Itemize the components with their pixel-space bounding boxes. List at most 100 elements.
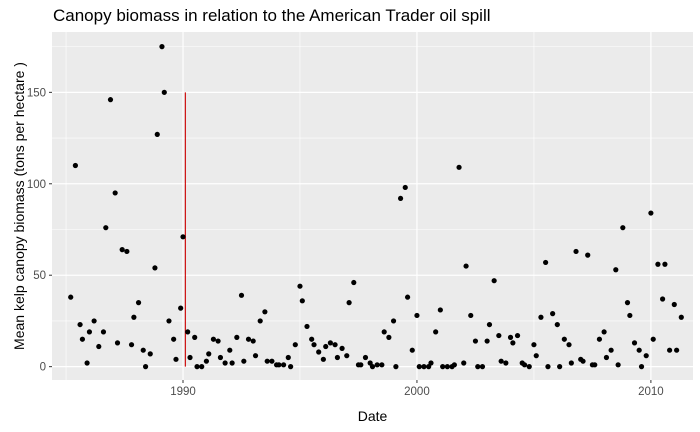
data-point bbox=[451, 362, 457, 368]
data-point bbox=[592, 362, 598, 368]
data-point bbox=[526, 364, 532, 370]
data-point bbox=[596, 336, 603, 342]
data-point bbox=[671, 301, 677, 308]
data-point bbox=[351, 279, 357, 286]
data-point bbox=[159, 44, 165, 50]
data-point bbox=[332, 342, 338, 348]
data-point bbox=[297, 283, 303, 289]
grid-lines bbox=[52, 32, 693, 380]
data-point bbox=[86, 329, 93, 335]
data-point bbox=[180, 234, 186, 240]
data-point bbox=[531, 342, 537, 348]
data-point bbox=[397, 195, 404, 202]
data-point bbox=[538, 314, 544, 320]
data-point bbox=[475, 364, 481, 370]
data-point bbox=[369, 364, 376, 370]
data-point bbox=[344, 353, 350, 359]
data-point bbox=[238, 292, 245, 298]
data-point bbox=[484, 338, 490, 344]
data-point bbox=[281, 362, 287, 368]
data-point bbox=[636, 347, 642, 353]
data-point bbox=[554, 321, 560, 328]
data-point bbox=[624, 300, 631, 306]
data-point bbox=[100, 329, 107, 335]
x-tick-label: 2010 bbox=[638, 386, 664, 398]
data-point bbox=[227, 347, 233, 353]
data-point bbox=[140, 347, 146, 353]
data-point bbox=[187, 354, 193, 361]
x-axis-title: Date bbox=[358, 408, 388, 424]
data-point bbox=[404, 294, 411, 300]
data-point bbox=[103, 225, 109, 231]
data-point bbox=[299, 298, 305, 304]
data-point bbox=[543, 259, 549, 266]
data-point bbox=[655, 261, 661, 267]
data-point bbox=[456, 164, 462, 170]
data-point bbox=[166, 318, 172, 324]
chart-title: Canopy biomass in relation to the Americ… bbox=[53, 6, 491, 25]
data-point bbox=[561, 336, 567, 342]
data-point bbox=[323, 343, 329, 350]
data-point bbox=[491, 278, 497, 284]
data-point bbox=[486, 321, 493, 328]
data-point bbox=[316, 349, 322, 355]
data-point bbox=[152, 265, 158, 271]
x-tick-label: 2000 bbox=[404, 386, 430, 398]
data-point bbox=[472, 338, 479, 344]
data-point bbox=[510, 340, 516, 346]
plot-panel bbox=[52, 32, 693, 380]
data-point bbox=[245, 336, 252, 342]
data-point bbox=[84, 360, 90, 366]
data-point bbox=[393, 364, 399, 370]
data-point bbox=[229, 360, 235, 366]
data-point bbox=[601, 329, 607, 335]
data-point bbox=[620, 225, 626, 231]
y-axis-title: Mean kelp canopy biomass (tons per hecta… bbox=[11, 62, 27, 350]
data-point bbox=[217, 354, 224, 361]
data-point bbox=[252, 353, 259, 359]
data-point bbox=[292, 342, 298, 348]
data-point bbox=[199, 364, 205, 370]
data-point bbox=[119, 247, 125, 253]
data-point bbox=[498, 358, 504, 364]
data-point bbox=[479, 364, 486, 370]
data-point bbox=[521, 362, 528, 368]
data-point bbox=[507, 334, 514, 340]
data-point bbox=[288, 364, 294, 370]
data-point bbox=[557, 364, 563, 370]
data-point bbox=[241, 358, 247, 364]
data-point bbox=[643, 353, 649, 359]
data-point bbox=[285, 354, 291, 361]
data-point bbox=[659, 296, 666, 302]
data-point bbox=[327, 340, 333, 346]
data-point bbox=[194, 364, 200, 370]
data-point bbox=[533, 353, 539, 359]
data-point bbox=[416, 364, 422, 370]
data-point bbox=[627, 312, 633, 319]
data-point bbox=[496, 332, 502, 339]
data-point bbox=[142, 364, 149, 370]
data-point bbox=[215, 338, 221, 344]
data-point bbox=[311, 342, 317, 348]
data-point bbox=[269, 358, 275, 364]
data-point bbox=[91, 318, 97, 324]
data-point bbox=[72, 162, 78, 169]
data-point bbox=[79, 336, 86, 342]
data-point bbox=[77, 321, 83, 328]
data-point bbox=[514, 332, 521, 339]
data-point bbox=[568, 360, 574, 366]
data-point bbox=[409, 347, 415, 353]
data-point bbox=[580, 358, 586, 364]
data-point bbox=[444, 364, 450, 370]
data-point bbox=[379, 362, 385, 368]
data-point bbox=[131, 314, 137, 320]
data-point bbox=[185, 329, 191, 335]
data-point bbox=[402, 184, 408, 191]
data-point bbox=[381, 329, 387, 335]
data-point bbox=[210, 336, 217, 342]
data-point bbox=[421, 364, 427, 370]
y-tick-label: 100 bbox=[27, 179, 46, 191]
data-point bbox=[112, 190, 118, 196]
data-point bbox=[173, 356, 179, 362]
